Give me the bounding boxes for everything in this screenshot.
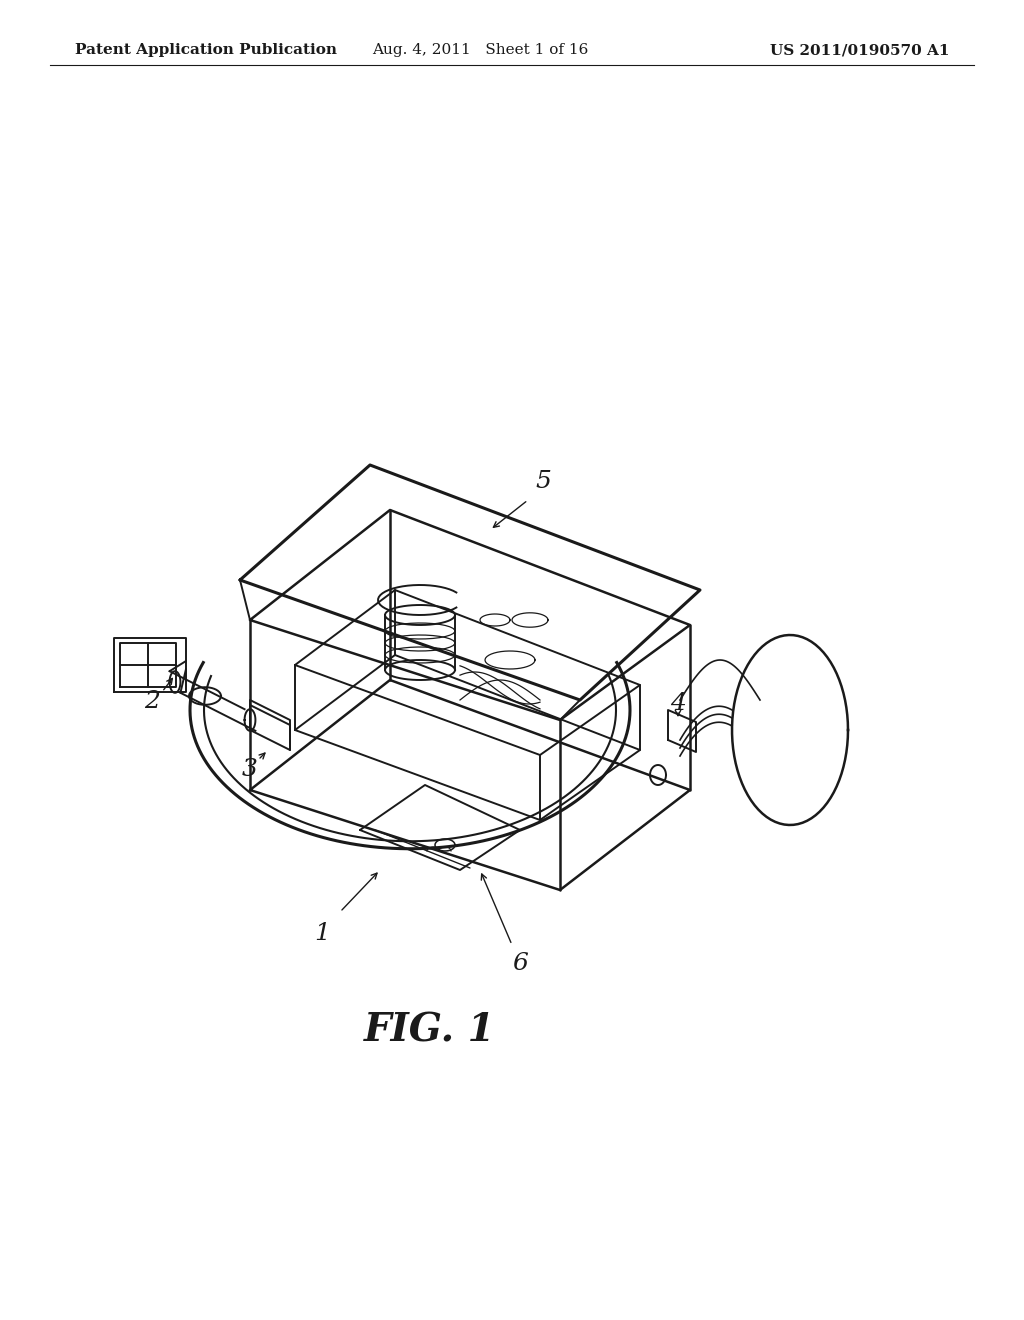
Text: 3: 3	[242, 759, 258, 781]
Text: 1: 1	[314, 921, 330, 945]
Text: 4: 4	[670, 692, 686, 714]
Text: US 2011/0190570 A1: US 2011/0190570 A1	[770, 44, 950, 57]
Text: Patent Application Publication: Patent Application Publication	[75, 44, 337, 57]
Text: 2: 2	[144, 690, 160, 714]
Text: Aug. 4, 2011   Sheet 1 of 16: Aug. 4, 2011 Sheet 1 of 16	[372, 44, 588, 57]
Text: 6: 6	[512, 953, 528, 975]
Text: FIG. 1: FIG. 1	[365, 1011, 496, 1049]
Text: 5: 5	[536, 470, 551, 494]
